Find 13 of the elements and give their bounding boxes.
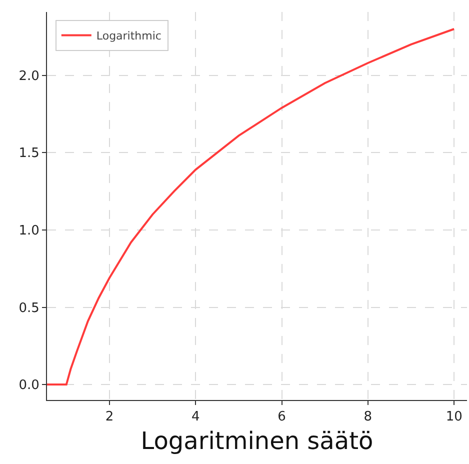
y-tick-label: 1.0 bbox=[18, 224, 40, 239]
x-tick-label: 8 bbox=[364, 410, 372, 425]
x-tick-label: 10 bbox=[446, 410, 462, 425]
x-axis-title: Logaritminen säätö bbox=[140, 426, 374, 455]
y-tick-label: 1.5 bbox=[18, 146, 40, 162]
line-series bbox=[47, 28, 456, 386]
legend-label: Logarithmic bbox=[96, 30, 162, 43]
x-tick-label: 2 bbox=[105, 410, 114, 425]
y-tick-label: 0.5 bbox=[18, 300, 40, 316]
x-tick-label: 6 bbox=[278, 410, 286, 425]
y-tick-label: 2.0 bbox=[18, 68, 40, 84]
y-tick-label: 0.0 bbox=[18, 378, 40, 394]
x-tick-label: 4 bbox=[191, 410, 200, 425]
